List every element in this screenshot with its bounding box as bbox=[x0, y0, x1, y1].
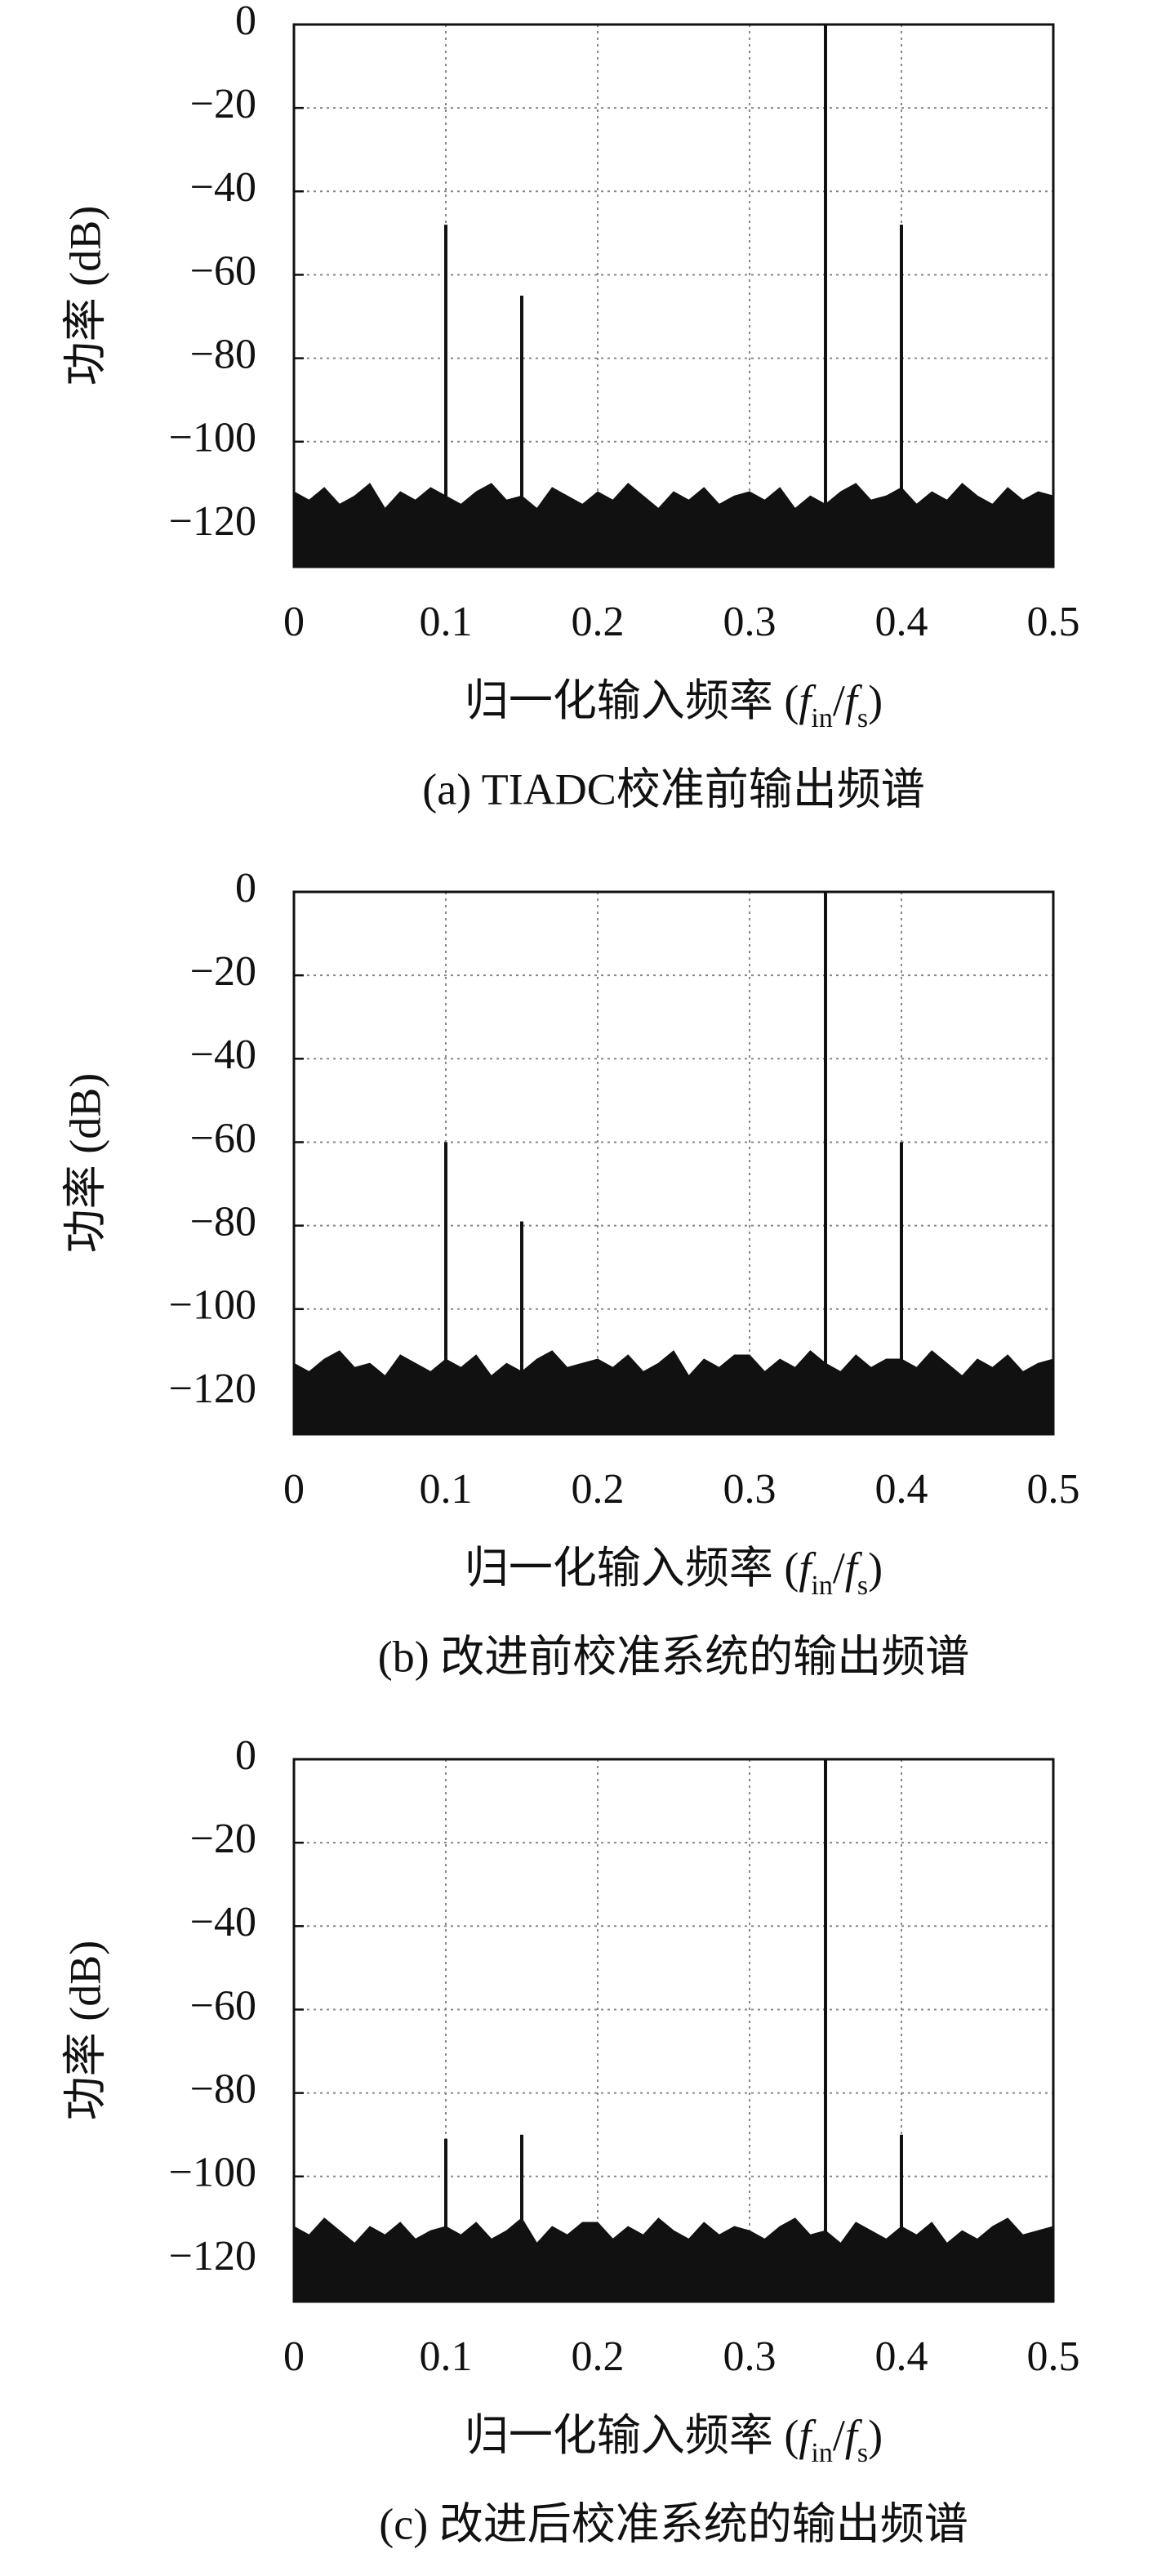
y-tick-label: −60 bbox=[190, 1115, 256, 1161]
x-axis-label-part: 归一化输入频率 ( bbox=[465, 2411, 799, 2460]
x-axis-label: 归一化输入频率 (fin/fs) bbox=[465, 1544, 883, 1601]
caption: (a) TIADC校准前输出频谱 bbox=[422, 764, 924, 813]
x-tick-label: 0.2 bbox=[572, 1466, 625, 1513]
x-tick-label: 0.2 bbox=[572, 2333, 625, 2380]
y-tick-label: −100 bbox=[169, 415, 256, 461]
y-tick-label: 0 bbox=[235, 865, 256, 911]
y-tick-label: −20 bbox=[190, 948, 256, 995]
plot-frame bbox=[292, 890, 1055, 1436]
y-tick-label: −40 bbox=[190, 1899, 256, 1945]
x-axis-label-part: in bbox=[811, 2438, 832, 2468]
y-tick-label: −20 bbox=[190, 1816, 256, 1862]
noise-floor bbox=[293, 2217, 1054, 2302]
y-tick-label: −20 bbox=[190, 81, 256, 127]
x-tick-label: 0.4 bbox=[875, 2333, 928, 2380]
caption: (c) 改进后校准系统的输出频谱 bbox=[379, 2499, 968, 2548]
x-tick-label: 0 bbox=[283, 2333, 305, 2380]
caption: (b) 改进前校准系统的输出频谱 bbox=[378, 1632, 969, 1681]
y-tick-label: −120 bbox=[169, 498, 256, 545]
x-tick-label: 0.3 bbox=[723, 599, 777, 645]
x-tick-label: 0.5 bbox=[1027, 2333, 1080, 2380]
y-tick-label: −120 bbox=[169, 1366, 256, 1412]
y-axis-label: 功率 (dB) bbox=[60, 1941, 109, 2120]
y-axis-label: 功率 (dB) bbox=[60, 1073, 109, 1253]
chart: 0 −20 −40 −60 −80 −100 −120 0 0.1 0.2 0.3 0.4 0.5 功率 … bbox=[60, 0, 1079, 813]
x-axis-label-part: s bbox=[857, 703, 868, 733]
y-tick-label: −60 bbox=[190, 247, 256, 294]
x-tick-label: 0 bbox=[283, 1466, 305, 1513]
y-axis-label: 功率 (dB) bbox=[60, 206, 109, 386]
x-tick-label: 0.5 bbox=[1027, 599, 1080, 645]
x-axis-label-part: in bbox=[811, 703, 832, 733]
chart: 0 −20 −40 −60 −80 −100 −120 0 0.1 0.2 0.3 0.4 0.5 功率 … bbox=[60, 865, 1079, 1681]
y-tick-label: −80 bbox=[190, 1199, 256, 1246]
chart: 0 −20 −40 −60 −80 −100 −120 0 0.1 0.2 0.3 0.4 0.5 功率 … bbox=[60, 1732, 1079, 2548]
x-tick-label: 0.5 bbox=[1027, 1466, 1080, 1513]
x-tick-label: 0.1 bbox=[420, 1466, 473, 1513]
x-tick-label: 0.4 bbox=[875, 1466, 928, 1513]
x-tick-label: 0.4 bbox=[875, 599, 928, 645]
x-axis-label-part: ) bbox=[868, 676, 883, 725]
y-tick-label: −60 bbox=[190, 1982, 256, 2029]
y-tick-label: −40 bbox=[190, 1032, 256, 1078]
noise-floor bbox=[293, 483, 1054, 568]
x-axis-label-part: s bbox=[857, 1571, 868, 1601]
x-axis-label-part: s bbox=[857, 2438, 868, 2468]
x-axis-label-part: 归一化输入频率 ( bbox=[465, 1544, 799, 1593]
x-axis-label-part: ) bbox=[868, 1544, 883, 1593]
x-axis-label-part: / bbox=[833, 1544, 845, 1593]
x-axis-label-part: 归一化输入频率 ( bbox=[465, 676, 799, 725]
y-tick-label: −100 bbox=[169, 1282, 256, 1329]
y-tick-label: 0 bbox=[235, 0, 256, 44]
y-tick-label: −80 bbox=[190, 2066, 256, 2113]
plot-frame bbox=[292, 23, 1055, 568]
x-axis-label-part: in bbox=[811, 1571, 832, 1601]
y-tick-label: −40 bbox=[190, 164, 256, 211]
x-axis-label-part: / bbox=[833, 676, 845, 725]
y-tick-label: −100 bbox=[169, 2150, 256, 2196]
x-tick-label: 0.1 bbox=[420, 599, 473, 645]
x-axis-label: 归一化输入频率 (fin/fs) bbox=[465, 676, 883, 733]
y-tick-label: −80 bbox=[190, 332, 256, 378]
x-tick-label: 0 bbox=[283, 599, 305, 645]
x-tick-label: 0.2 bbox=[572, 599, 625, 645]
x-axis-label-part: ) bbox=[868, 2411, 883, 2460]
x-tick-label: 0.1 bbox=[420, 2333, 473, 2380]
x-tick-label: 0.3 bbox=[723, 2333, 777, 2380]
y-tick-label: 0 bbox=[235, 1732, 256, 1779]
x-axis-label: 归一化输入频率 (fin/fs) bbox=[465, 2411, 883, 2468]
x-axis-label-part: / bbox=[833, 2411, 845, 2460]
plot-frame bbox=[292, 1758, 1055, 2303]
x-tick-label: 0.3 bbox=[723, 1466, 777, 1513]
noise-floor bbox=[293, 1350, 1054, 1435]
y-tick-label: −120 bbox=[169, 2233, 256, 2280]
